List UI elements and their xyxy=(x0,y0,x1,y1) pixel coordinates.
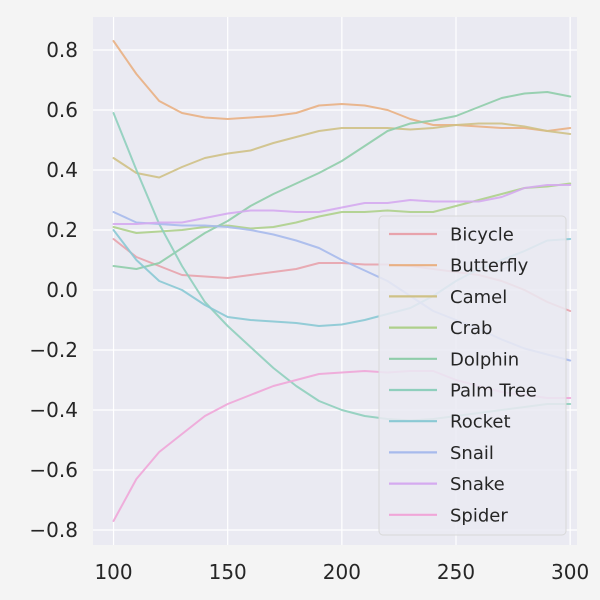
series-line-dolphin xyxy=(112,91,572,270)
y-tick-label: 0.2 xyxy=(46,218,78,242)
legend: Bicycle Butterfly Camel Crab Dolphin Palm Tre… xyxy=(378,215,567,536)
y-tick-label: −0.2 xyxy=(29,338,78,362)
legend-label-dolphin: Dolphin xyxy=(450,349,519,370)
legend-label-rocket: Rocket xyxy=(450,412,511,433)
legend-label-palm-tree: Palm Tree xyxy=(450,381,537,402)
y-tick-label: −0.6 xyxy=(29,458,78,482)
legend-label-butterfly: Butterfly xyxy=(450,256,529,277)
series-line-butterfly xyxy=(112,40,572,132)
x-axis: 100 150 200 250 300 xyxy=(94,560,589,584)
x-tick-label: 250 xyxy=(437,560,475,584)
x-tick-label: 300 xyxy=(551,560,589,584)
y-tick-label: 0.8 xyxy=(46,38,78,62)
y-tick-label: −0.4 xyxy=(29,398,78,422)
legend-label-camel: Camel xyxy=(450,287,507,308)
legend-label-crab: Crab xyxy=(450,318,492,339)
series-line-crab xyxy=(112,182,572,234)
y-tick-label: 0.6 xyxy=(46,98,78,122)
y-tick-label: −0.8 xyxy=(29,518,78,542)
legend-label-bicycle: Bicycle xyxy=(450,225,514,246)
legend-label-spider: Spider xyxy=(450,505,508,526)
y-axis: −0.8 −0.6 −0.4 −0.2 0.0 0.2 0.4 0.6 0.8 xyxy=(29,38,78,542)
y-tick-label: 0.0 xyxy=(46,278,78,302)
series-line-camel xyxy=(112,122,572,179)
x-tick-label: 100 xyxy=(94,560,132,584)
x-tick-label: 150 xyxy=(209,560,247,584)
legend-label-snail: Snail xyxy=(450,443,494,464)
y-tick-label: 0.4 xyxy=(46,158,78,182)
legend-label-snake: Snake xyxy=(450,474,505,495)
series-line-snake xyxy=(112,184,572,225)
x-tick-label: 200 xyxy=(323,560,361,584)
